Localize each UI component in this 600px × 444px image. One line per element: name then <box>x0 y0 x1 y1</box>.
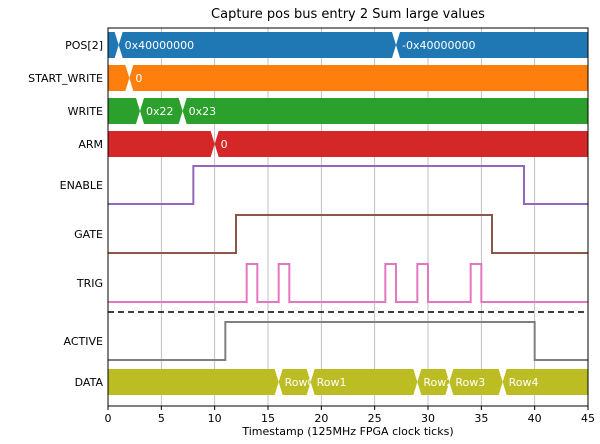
write-value-0: 0x22 <box>146 105 174 118</box>
data-value-2: Row2 <box>423 376 453 389</box>
chart-title: Capture pos bus entry 2 Sum large values <box>211 7 485 22</box>
arm-segment-0 <box>108 131 215 157</box>
x-tick-label-6: 30 <box>421 412 435 425</box>
data-segment-1 <box>278 369 311 395</box>
gate-label: GATE <box>74 228 103 241</box>
pos-2-segment-0 <box>108 32 119 58</box>
data-segment-4 <box>449 369 503 395</box>
arm-segment-1 <box>214 131 588 157</box>
x-tick-label-4: 20 <box>314 412 328 425</box>
pos-2-segment-1 <box>118 32 397 58</box>
start-write-label: START_WRITE <box>28 72 103 85</box>
enable-label: ENABLE <box>60 179 103 192</box>
active-label: ACTIVE <box>64 335 104 348</box>
x-tick-label-7: 35 <box>474 412 488 425</box>
data-value-4: Row4 <box>509 376 539 389</box>
x-tick-label-3: 15 <box>261 412 275 425</box>
write-segment-2 <box>182 98 588 124</box>
data-segment-2 <box>310 369 418 395</box>
arm-label: ARM <box>78 138 103 151</box>
data-segment-5 <box>502 369 588 395</box>
data-segment-0 <box>108 369 279 395</box>
pos-2-segment-2 <box>396 32 588 58</box>
x-tick-label-9: 45 <box>581 412 595 425</box>
x-tick-label-5: 25 <box>368 412 382 425</box>
pos-2-label: POS[2] <box>65 39 103 52</box>
pos-2-value-1: -0x40000000 <box>402 39 475 52</box>
write-segment-1 <box>140 98 183 124</box>
start-write-segment-0 <box>108 65 130 91</box>
data-value-0: Row0 <box>285 376 315 389</box>
data-segment-3 <box>417 369 450 395</box>
write-value-1: 0x23 <box>189 105 217 118</box>
data-value-1: Row1 <box>317 376 347 389</box>
trig-waveform <box>108 263 588 303</box>
x-tick-label-2: 10 <box>208 412 222 425</box>
start-write-value-0: 0 <box>135 72 142 85</box>
x-tick-label-0: 0 <box>105 412 112 425</box>
data-label: DATA <box>75 376 104 389</box>
data-value-3: Row3 <box>455 376 485 389</box>
write-segment-0 <box>108 98 140 124</box>
gate-waveform <box>108 214 588 254</box>
active-waveform <box>108 321 588 361</box>
arm-value-0: 0 <box>221 138 228 151</box>
write-label: WRITE <box>68 105 103 118</box>
pos-2-value-0: 0x40000000 <box>125 39 194 52</box>
x-axis-ticks: 0 5 10 15 20 25 30 35 40 45 <box>105 406 595 425</box>
x-tick-label-1: 5 <box>158 412 165 425</box>
signal-labels: POS[2] START_WRITE WRITE ARM ENABLE GATE TRIG A… <box>28 39 103 389</box>
x-tick-label-8: 40 <box>528 412 542 425</box>
trig-label: TRIG <box>76 277 103 290</box>
enable-waveform <box>108 165 588 205</box>
start-write-segment-1 <box>129 65 589 91</box>
plot-frame <box>107 27 589 407</box>
signal-marks: 0x40000000 -0x40000000 0 0x22 0x23 0 Row0 Row1 R… <box>108 32 589 395</box>
x-axis-label: Timestamp (125MHz FPGA clock ticks) <box>241 425 453 438</box>
